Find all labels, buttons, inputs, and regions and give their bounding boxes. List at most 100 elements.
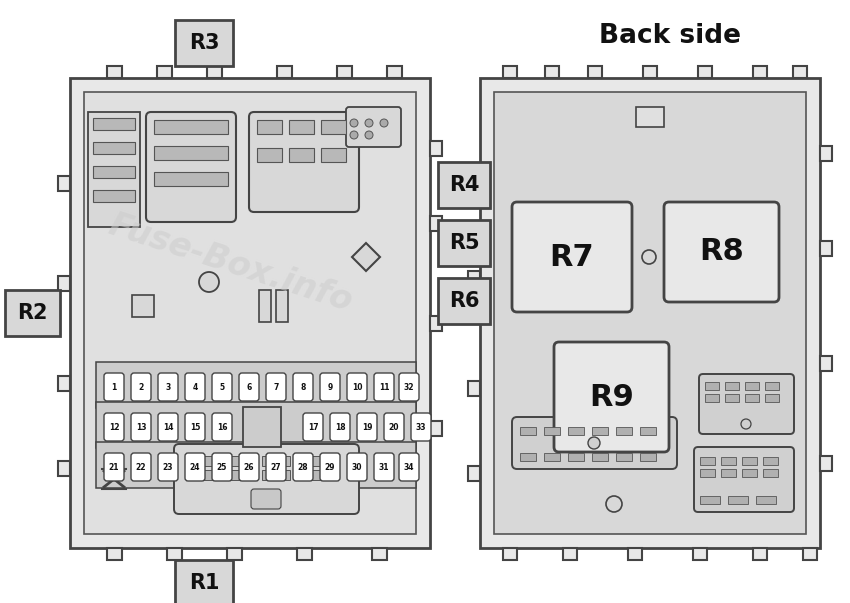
Text: 19: 19 (362, 423, 372, 432)
Text: 9: 9 (327, 382, 332, 391)
Bar (224, 470, 252, 480)
FancyBboxPatch shape (185, 373, 205, 401)
Bar (820, 145, 832, 160)
Bar (693, 548, 707, 560)
FancyBboxPatch shape (554, 342, 669, 452)
FancyBboxPatch shape (158, 453, 178, 481)
Text: 1: 1 (111, 382, 116, 391)
Bar (289, 148, 314, 162)
FancyBboxPatch shape (347, 453, 367, 481)
Bar (820, 241, 832, 256)
Bar (228, 548, 242, 560)
Circle shape (350, 131, 358, 139)
Bar (705, 382, 719, 390)
FancyBboxPatch shape (104, 413, 124, 441)
FancyBboxPatch shape (330, 413, 350, 441)
FancyBboxPatch shape (266, 373, 286, 401)
Bar (568, 427, 584, 435)
Bar (372, 548, 388, 560)
Bar (289, 120, 314, 134)
Bar (480, 78, 820, 548)
Bar (756, 496, 776, 504)
Bar (58, 276, 70, 291)
Text: 34: 34 (404, 463, 414, 472)
Bar (298, 548, 313, 560)
Bar (742, 469, 757, 477)
Bar (321, 120, 346, 134)
Text: 27: 27 (270, 463, 281, 472)
Circle shape (380, 119, 388, 127)
FancyBboxPatch shape (374, 373, 394, 401)
Bar (438, 220, 490, 266)
FancyBboxPatch shape (293, 453, 313, 481)
FancyBboxPatch shape (399, 373, 419, 401)
FancyBboxPatch shape (239, 373, 259, 401)
Bar (803, 548, 817, 560)
Bar (468, 271, 480, 285)
Bar (88, 112, 140, 227)
Bar (207, 66, 223, 78)
FancyBboxPatch shape (320, 373, 340, 401)
Bar (700, 469, 715, 477)
Text: R4: R4 (449, 175, 479, 195)
Text: 24: 24 (190, 463, 201, 472)
Text: Fuse-Box.info: Fuse-Box.info (104, 208, 356, 318)
Text: 28: 28 (298, 463, 309, 472)
Text: 26: 26 (244, 463, 254, 472)
Text: 32: 32 (404, 382, 414, 391)
Text: 31: 31 (379, 463, 389, 472)
Bar (592, 453, 608, 461)
Bar (157, 66, 173, 78)
Bar (300, 456, 328, 466)
Bar (167, 548, 183, 560)
Bar (388, 66, 403, 78)
Bar (96, 402, 416, 448)
Bar (643, 66, 657, 78)
Bar (765, 394, 779, 402)
FancyBboxPatch shape (131, 413, 151, 441)
FancyBboxPatch shape (104, 453, 124, 481)
Bar (262, 470, 290, 480)
Text: 10: 10 (352, 382, 362, 391)
Bar (257, 148, 282, 162)
Text: 29: 29 (325, 463, 335, 472)
Bar (616, 453, 632, 461)
FancyBboxPatch shape (158, 413, 178, 441)
Circle shape (588, 437, 600, 449)
FancyBboxPatch shape (293, 373, 313, 401)
Bar (544, 427, 560, 435)
Circle shape (350, 119, 358, 127)
Text: R1: R1 (189, 573, 219, 593)
FancyBboxPatch shape (174, 444, 359, 514)
Circle shape (365, 131, 373, 139)
FancyBboxPatch shape (512, 202, 632, 312)
Text: 20: 20 (388, 423, 399, 432)
Bar (257, 120, 282, 134)
Text: 25: 25 (217, 463, 227, 472)
Bar (763, 457, 778, 465)
Bar (753, 548, 767, 560)
Bar (300, 470, 328, 480)
FancyBboxPatch shape (131, 373, 151, 401)
Text: R6: R6 (449, 291, 479, 311)
Bar (793, 66, 807, 78)
Bar (503, 548, 517, 560)
Text: 7: 7 (274, 382, 279, 391)
FancyBboxPatch shape (212, 413, 232, 441)
Text: R5: R5 (449, 233, 479, 253)
Bar (70, 78, 430, 548)
Bar (430, 140, 442, 156)
Text: R8: R8 (699, 238, 744, 267)
Bar (640, 453, 656, 461)
Bar (468, 380, 480, 396)
Bar (277, 66, 292, 78)
FancyBboxPatch shape (399, 453, 419, 481)
Bar (93, 166, 135, 178)
Bar (93, 142, 135, 154)
Bar (503, 66, 517, 78)
Bar (563, 548, 577, 560)
Text: R9: R9 (589, 382, 634, 411)
Bar (438, 278, 490, 324)
Bar (243, 407, 281, 447)
Text: 2: 2 (139, 382, 144, 391)
